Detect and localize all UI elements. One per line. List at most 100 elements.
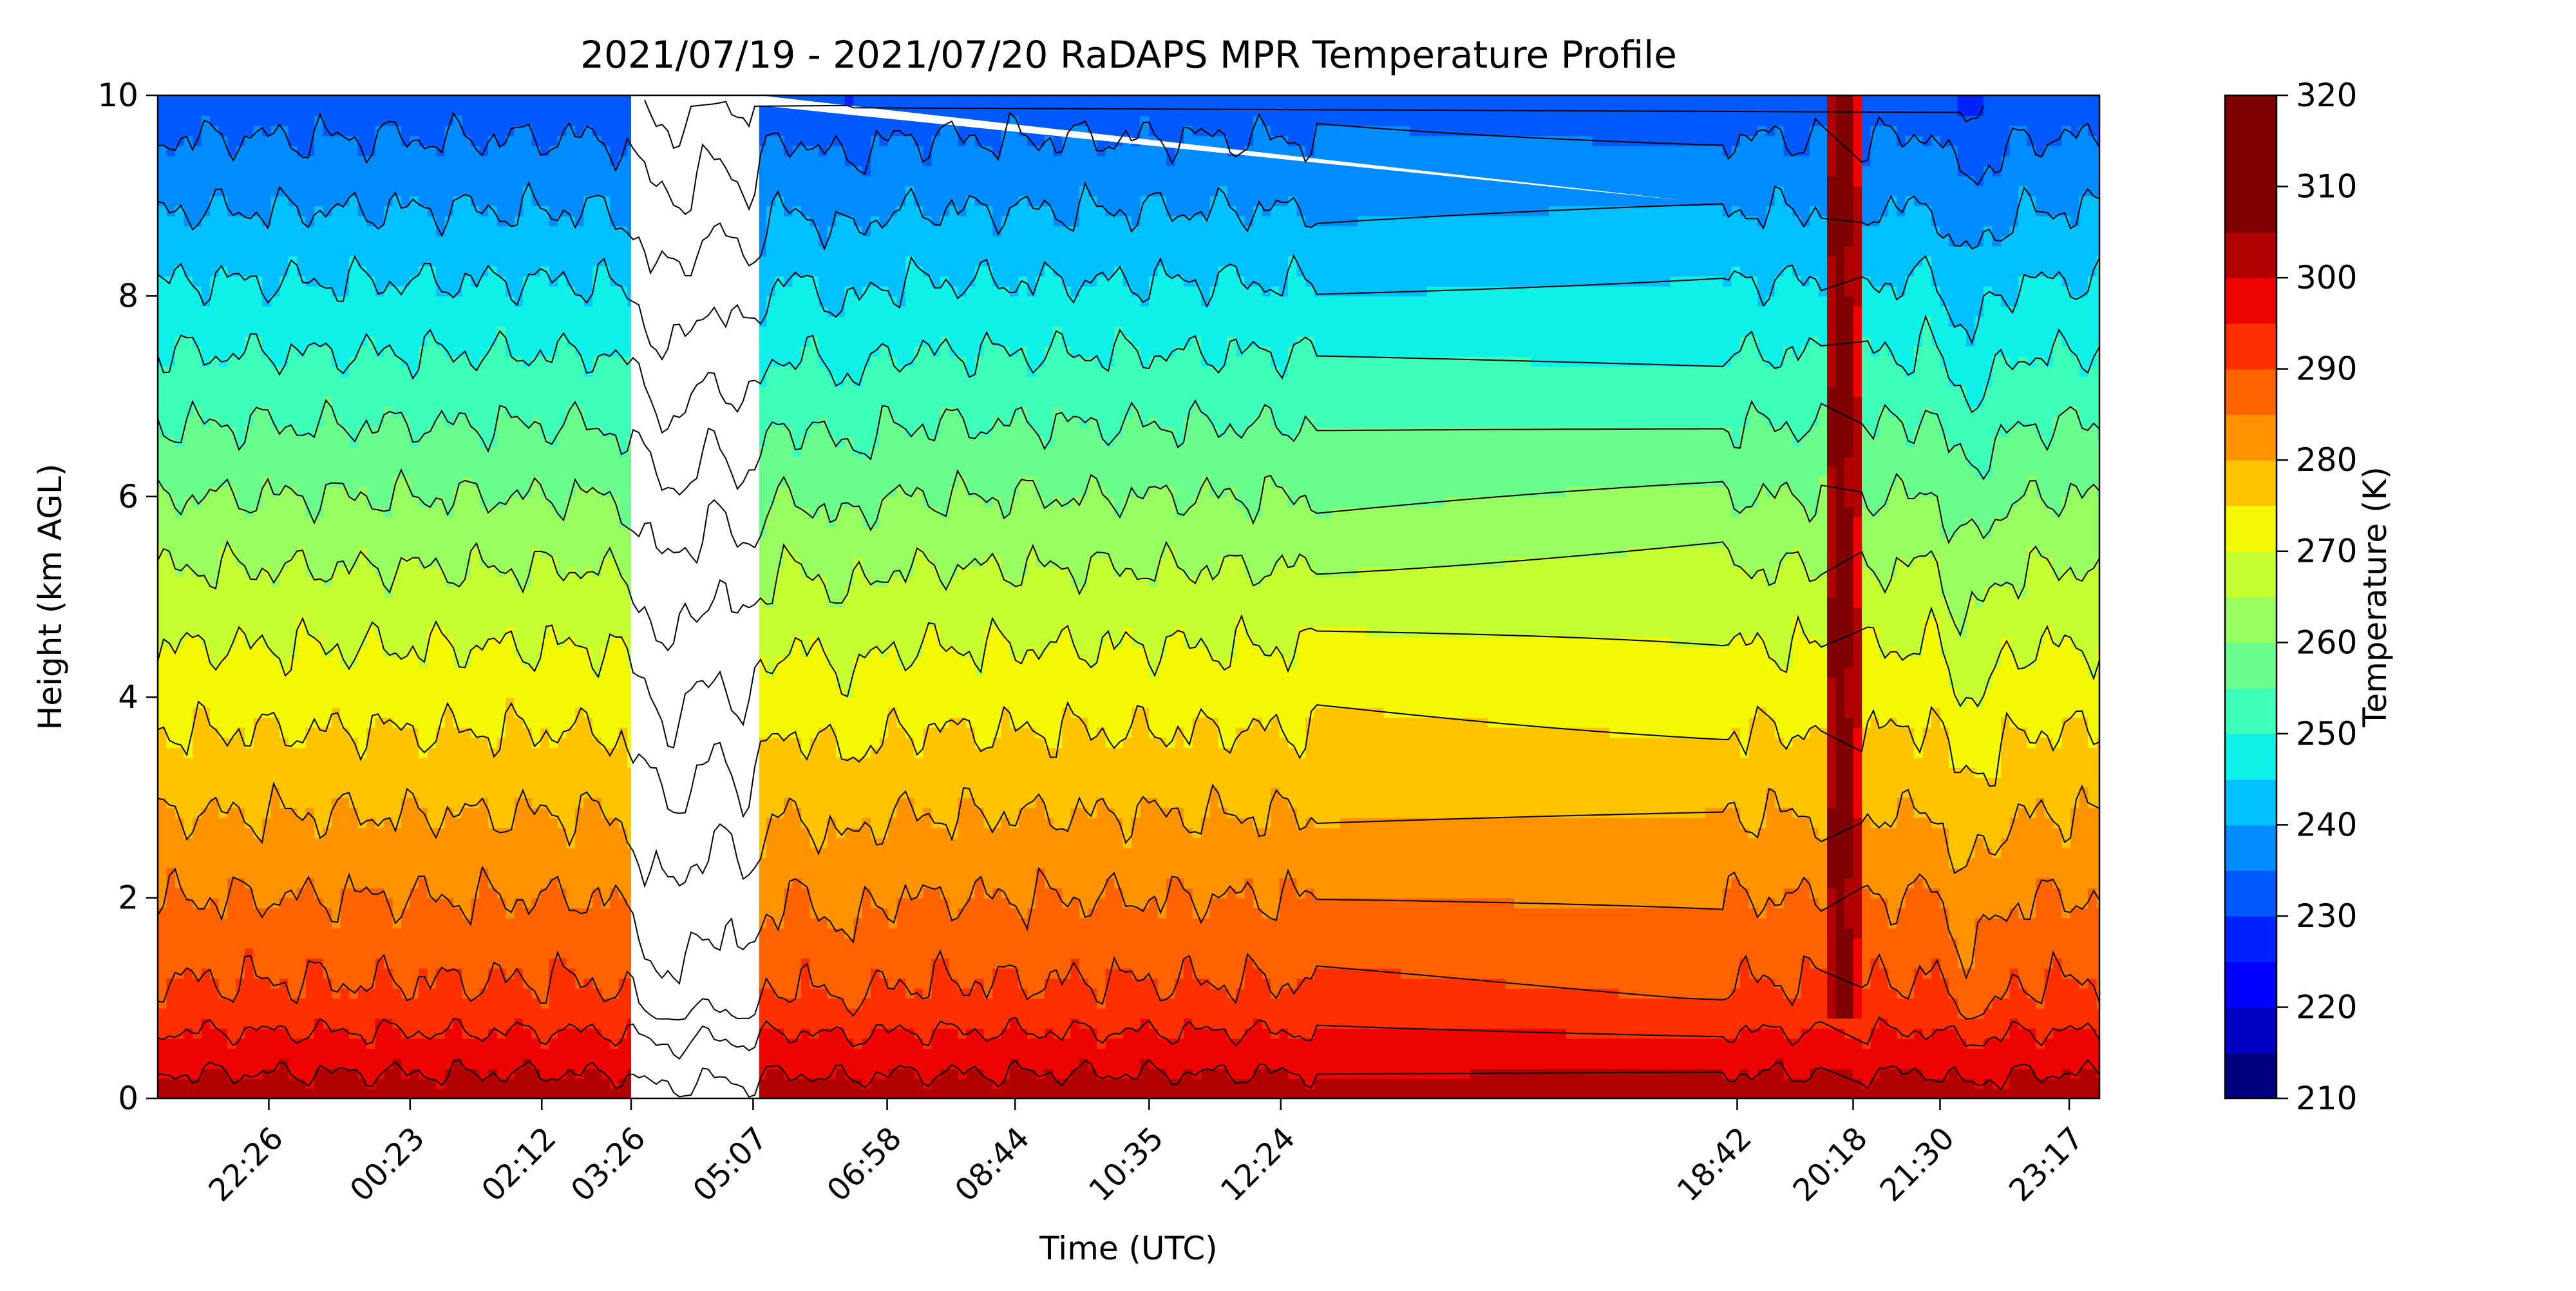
temperature-cell bbox=[245, 246, 254, 256]
temperature-cell bbox=[158, 1058, 167, 1069]
temperature-cell bbox=[471, 106, 480, 116]
temperature-cell bbox=[575, 627, 584, 637]
temperature-cell bbox=[262, 266, 271, 276]
temperature-cell bbox=[262, 135, 271, 146]
temperature-cell bbox=[419, 898, 428, 908]
temperature-cell bbox=[341, 848, 350, 858]
temperature-cell bbox=[202, 336, 211, 347]
temperature-cell bbox=[219, 717, 228, 727]
temperature-cell bbox=[462, 166, 471, 176]
temperature-cell bbox=[219, 857, 228, 868]
temperature-cell bbox=[410, 717, 419, 727]
temperature-cell bbox=[375, 557, 384, 567]
temperature-cell bbox=[436, 547, 445, 557]
temperature-cell bbox=[375, 85, 384, 95]
temperature-cell bbox=[314, 527, 323, 537]
temperature-cell bbox=[323, 697, 332, 707]
temperature-cell bbox=[245, 587, 254, 597]
temperature-cell bbox=[271, 677, 280, 687]
temperature-cell bbox=[219, 85, 228, 95]
temperature-cell bbox=[462, 326, 471, 336]
temperature-cell bbox=[314, 597, 323, 607]
temperature-cell bbox=[236, 787, 245, 798]
temperature-cell bbox=[506, 537, 515, 547]
temperature-cell bbox=[210, 256, 219, 266]
temperature-cell bbox=[358, 527, 367, 537]
temperature-cell bbox=[480, 717, 489, 727]
temperature-cell bbox=[540, 106, 549, 116]
temperature-cell bbox=[567, 687, 576, 698]
temperature-cell bbox=[488, 837, 497, 848]
temperature-cell bbox=[193, 918, 202, 928]
temperature-cell bbox=[358, 346, 367, 356]
temperature-cell bbox=[558, 146, 567, 156]
temperature-cell bbox=[567, 857, 576, 868]
temperature-cell bbox=[497, 336, 506, 347]
temperature-cell bbox=[219, 818, 228, 828]
temperature-cell bbox=[314, 547, 323, 557]
temperature-cell bbox=[323, 798, 332, 808]
temperature-cell bbox=[297, 567, 306, 577]
temperature-cell bbox=[419, 155, 428, 166]
temperature-cell bbox=[193, 446, 202, 457]
temperature-cell bbox=[410, 346, 419, 356]
temperature-cell bbox=[262, 486, 271, 497]
temperature-cell bbox=[445, 918, 454, 928]
temperature-cell bbox=[567, 818, 576, 828]
temperature-cell bbox=[393, 1038, 402, 1049]
temperature-cell bbox=[393, 1068, 402, 1078]
temperature-cell bbox=[254, 216, 263, 226]
temperature-cell bbox=[523, 928, 532, 938]
temperature-cell bbox=[297, 256, 306, 266]
temperature-cell bbox=[497, 617, 506, 627]
temperature-cell bbox=[306, 857, 315, 868]
temperature-cell bbox=[523, 968, 532, 979]
temperature-cell bbox=[523, 326, 532, 336]
temperature-cell bbox=[254, 387, 263, 397]
temperature-cell bbox=[306, 677, 315, 687]
temperature-cell bbox=[341, 396, 350, 406]
temperature-cell bbox=[262, 667, 271, 678]
temperature-cell bbox=[306, 998, 315, 1008]
temperature-cell bbox=[410, 707, 419, 718]
temperature-cell bbox=[306, 256, 315, 266]
temperature-cell bbox=[584, 988, 593, 999]
temperature-cell bbox=[419, 296, 428, 306]
temperature-cell bbox=[245, 857, 254, 868]
temperature-cell bbox=[401, 778, 410, 788]
temperature-cell bbox=[549, 376, 558, 387]
temperature-cell bbox=[254, 1068, 263, 1078]
temperature-cell bbox=[227, 416, 236, 426]
temperature-cell bbox=[210, 446, 219, 457]
temperature-cell bbox=[436, 738, 445, 748]
temperature-cell bbox=[202, 818, 211, 828]
temperature-cell bbox=[515, 547, 524, 557]
temperature-cell bbox=[436, 938, 445, 948]
temperature-cell bbox=[297, 336, 306, 347]
temperature-cell bbox=[175, 216, 184, 226]
temperature-cell bbox=[297, 958, 306, 968]
temperature-cell bbox=[227, 908, 236, 918]
temperature-cell bbox=[575, 918, 584, 928]
temperature-cell bbox=[289, 577, 298, 587]
temperature-cell bbox=[175, 166, 184, 176]
temperature-cell bbox=[245, 837, 254, 848]
temperature-cell bbox=[349, 547, 358, 557]
temperature-cell bbox=[462, 316, 471, 327]
temperature-cell bbox=[323, 677, 332, 687]
temperature-cell bbox=[366, 366, 375, 376]
temperature-cell bbox=[184, 155, 193, 166]
temperature-cell bbox=[262, 857, 271, 868]
temperature-cell bbox=[523, 778, 532, 788]
temperature-cell bbox=[523, 908, 532, 918]
temperature-cell bbox=[401, 186, 410, 196]
temperature-cell bbox=[341, 828, 350, 838]
temperature-cell bbox=[184, 868, 193, 878]
temperature-cell bbox=[393, 868, 402, 878]
temperature-cell bbox=[341, 587, 350, 597]
temperature-cell bbox=[332, 396, 341, 406]
temperature-cell bbox=[245, 236, 254, 246]
temperature-cell bbox=[445, 778, 454, 788]
temperature-cell bbox=[575, 557, 584, 567]
temperature-cell bbox=[184, 506, 193, 517]
